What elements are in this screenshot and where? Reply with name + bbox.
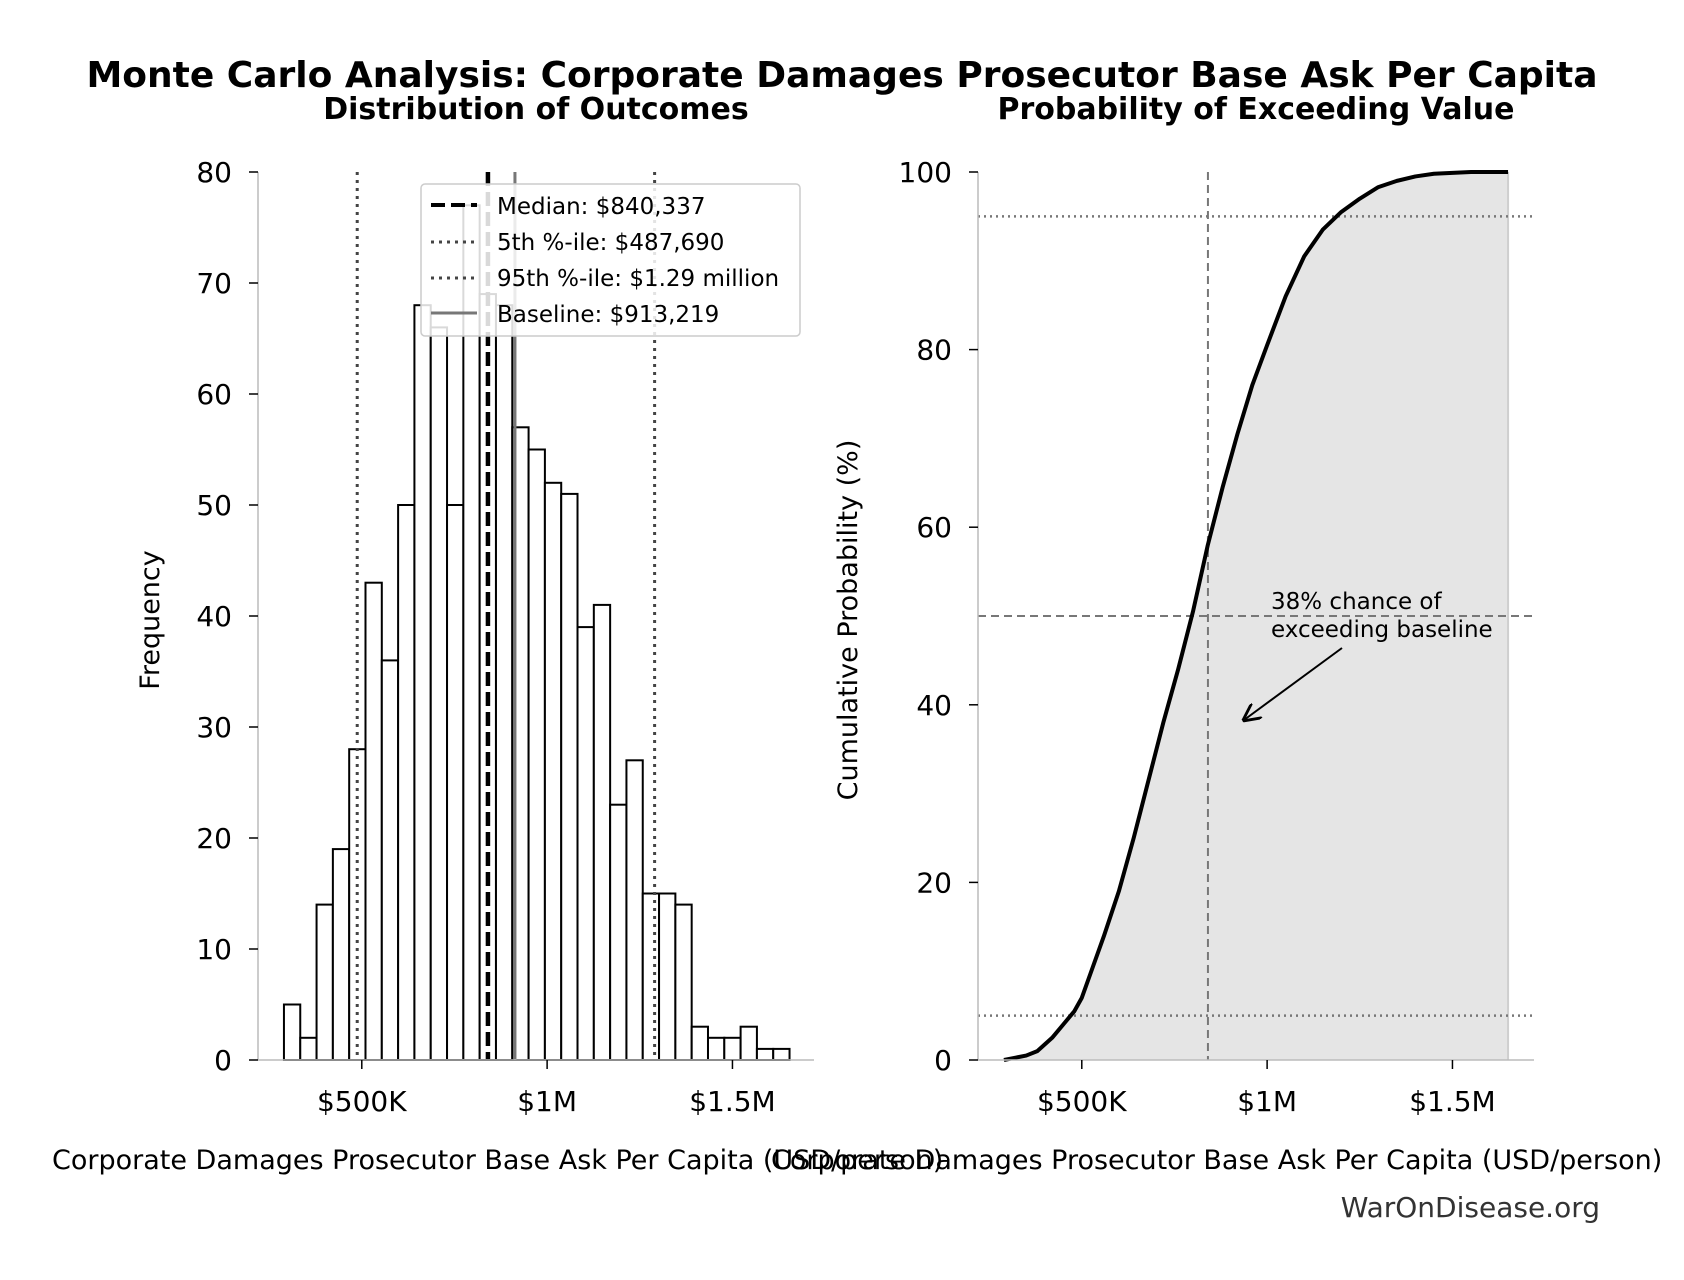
- cdf-x-tick-label: $1.5M: [1409, 1085, 1496, 1118]
- histogram-y-tick-label: 40: [196, 600, 232, 633]
- cdf-x-ticks: $500K $1M $1.5M: [1037, 1060, 1496, 1118]
- histogram-bar: [592, 603, 612, 1062]
- legend-median-label: Median: $840,337: [497, 194, 705, 220]
- legend-baseline-label: Baseline: $913,219: [497, 302, 719, 328]
- histogram-bar: [413, 304, 432, 1061]
- annotation-line-1: 38% chance of: [1271, 589, 1443, 615]
- histogram-bar: [315, 903, 334, 1061]
- histogram-bar: [299, 1036, 318, 1062]
- cdf-x-tick-label: $1M: [1237, 1085, 1297, 1118]
- cdf-y-tick-label: 40: [916, 689, 952, 722]
- histogram-y-tick-label: 20: [196, 822, 232, 855]
- histogram-y-tick-label: 10: [196, 933, 232, 966]
- histogram-bar: [625, 759, 644, 1061]
- histogram-y-tick-label: 70: [196, 267, 232, 300]
- histogram-y-tick-label: 50: [196, 489, 232, 522]
- histogram-y-ticks: 0 10 20 30 40 50 60 70 80: [196, 156, 258, 1077]
- histogram-bar: [739, 1025, 758, 1061]
- cdf-y-tick-label: 60: [916, 511, 952, 544]
- histogram-y-tick-label: 80: [196, 156, 232, 189]
- figure-title: Monte Carlo Analysis: Corporate Damages …: [86, 55, 1597, 96]
- histogram-bar: [282, 1003, 302, 1061]
- annotation-arrow: [1244, 647, 1343, 720]
- histogram-bar: [674, 903, 693, 1061]
- histogram-bar: [576, 626, 595, 1061]
- histogram-bar: [772, 1047, 791, 1062]
- histogram-x-tick-label: $500K: [317, 1085, 407, 1118]
- histogram-x-axis-label: Corporate Damages Prosecutor Base Ask Pe…: [52, 1145, 943, 1176]
- histogram-x-tick-label: $1M: [517, 1085, 577, 1118]
- histogram-bar: [543, 481, 563, 1061]
- cdf-title: Probability of Exceeding Value: [997, 92, 1514, 127]
- histogram-bar: [397, 504, 416, 1061]
- cdf-y-tick-label: 0: [934, 1044, 952, 1077]
- cdf-annotation: 38% chance of exceeding baseline: [1244, 589, 1493, 720]
- histogram-x-ticks: $500K $1M $1.5M: [317, 1060, 776, 1118]
- histogram-bar: [560, 492, 579, 1061]
- cdf-line: [1003, 170, 1509, 1062]
- histogram-bar: [723, 1036, 742, 1062]
- histogram-legend: Median: $840,337 5th %-ile: $487,690 95t…: [420, 183, 801, 337]
- histogram-bar: [755, 1047, 775, 1062]
- legend-p95-label: 95th %-ile: $1.29 million: [497, 266, 779, 292]
- cdf-x-axis-label: Corporate Damages Prosecutor Base Ask Pe…: [771, 1145, 1662, 1176]
- histogram-bar: [380, 659, 400, 1062]
- cdf-reference-lines: [978, 172, 1534, 1060]
- histogram-bar: [429, 326, 449, 1061]
- cdf-y-tick-label: 80: [916, 334, 952, 367]
- legend-p5-label: 5th %-ile: $487,690: [497, 230, 724, 256]
- histogram-y-tick-label: 60: [196, 378, 232, 411]
- histogram-y-tick-label: 30: [196, 711, 232, 744]
- annotation-line-2: exceeding baseline: [1271, 617, 1493, 643]
- cdf-curve: [1003, 170, 1509, 1062]
- histogram-bar: [706, 1036, 726, 1062]
- cdf-y-ticks: 0 20 40 60 80 100: [899, 156, 978, 1077]
- histogram-x-tick-label: $1.5M: [689, 1085, 776, 1118]
- histogram-bar: [364, 581, 383, 1061]
- cdf-y-tick-label: 100: [899, 156, 952, 189]
- histogram-bar: [331, 848, 351, 1061]
- histogram-bar: [641, 892, 661, 1061]
- histogram-bar: [690, 1025, 709, 1061]
- histogram-y-axis-label: Frequency: [135, 550, 166, 690]
- histogram-panel: Distribution of Outcomes 0 10 20 30 40 50 60 70…: [52, 92, 943, 1176]
- cdf-x-tick-label: $500K: [1037, 1085, 1127, 1118]
- cdf-panel: Probability of Exceeding Value 0 20 40 60 80…: [771, 92, 1662, 1176]
- legend-frame: [420, 183, 801, 337]
- histogram-title: Distribution of Outcomes: [323, 92, 749, 127]
- histogram-bar: [658, 892, 677, 1061]
- cdf-y-axis-label: Cumulative Probability (%): [833, 440, 864, 801]
- histogram-bar: [494, 304, 514, 1061]
- histogram-bar: [609, 803, 628, 1062]
- cdf-y-tick-label: 20: [916, 866, 952, 899]
- histogram-bar: [527, 448, 546, 1061]
- histogram-bar: [446, 504, 465, 1061]
- watermark: WarOnDisease.org: [1341, 1191, 1600, 1224]
- histogram-y-tick-label: 0: [214, 1044, 232, 1077]
